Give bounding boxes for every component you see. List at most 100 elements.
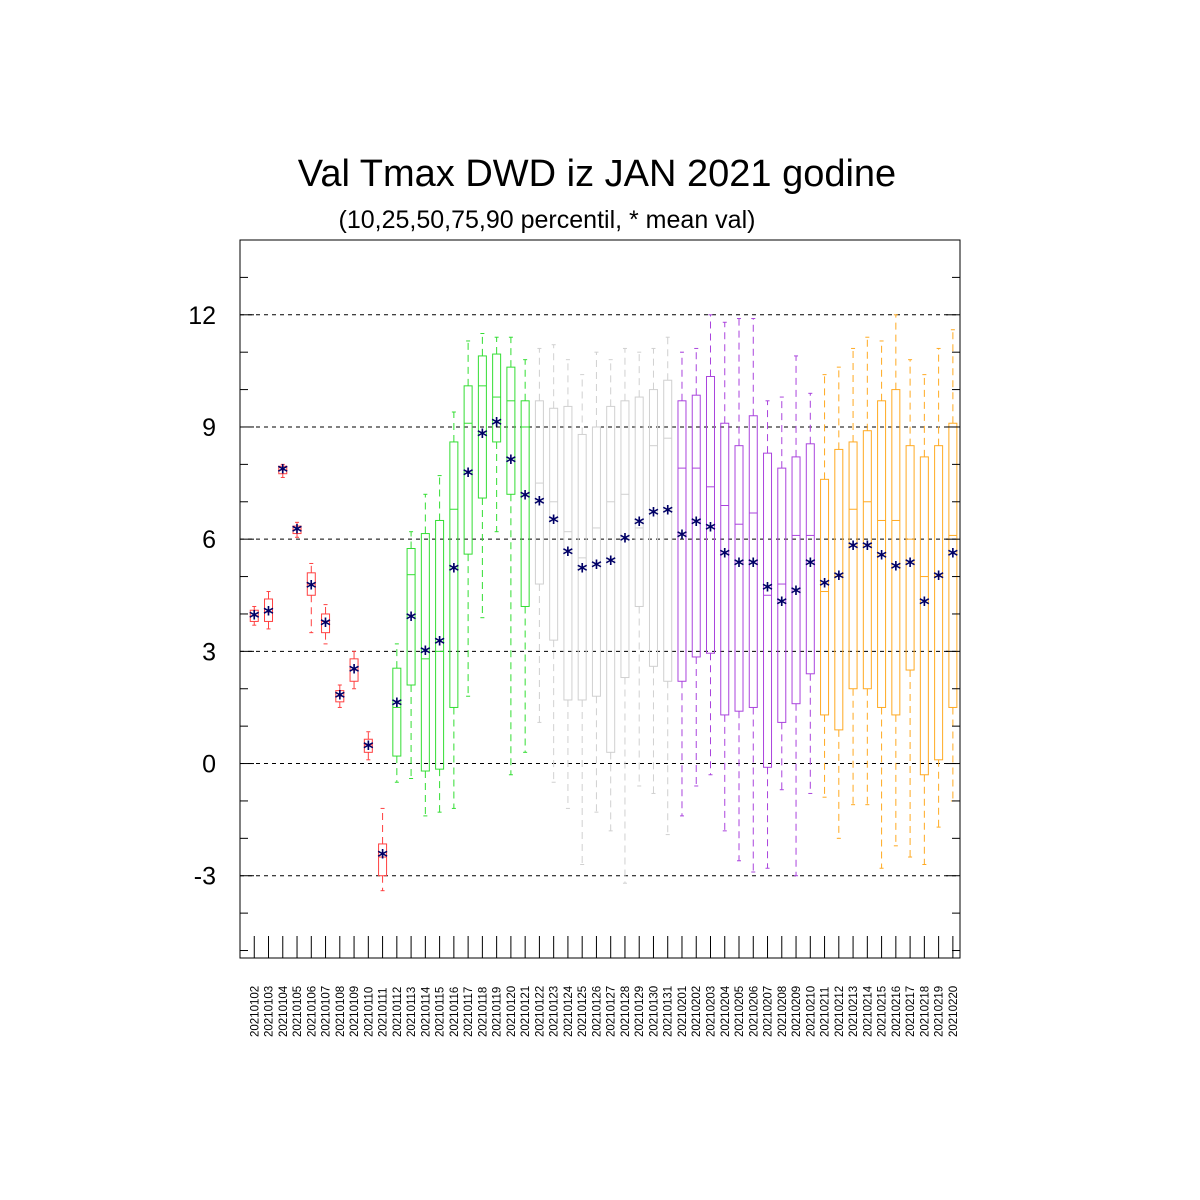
box-20210103: * [263,591,274,630]
mean-marker: * [434,632,445,656]
x-tick-label: 20210121 [520,986,532,1037]
mean-marker: * [263,602,274,626]
x-tick-label: 20210220 [948,986,960,1037]
box-20210118: * [477,332,488,619]
x-tick-label: 20210106 [306,986,318,1037]
x-tick-label: 20210123 [549,986,561,1037]
iqr-box [591,426,601,697]
x-tick-label: 20210118 [477,987,489,1037]
iqr-box [820,478,830,716]
mean-marker: * [320,613,331,637]
mean-marker: * [891,557,902,581]
box-20210204: * [720,321,731,832]
mean-marker: * [948,544,959,568]
mean-marker: * [677,525,688,549]
box-20210111: * [377,807,388,892]
mean-marker: * [491,413,502,437]
box-20210104: * [278,460,289,484]
box-20210105: * [292,520,303,544]
mean-marker: * [905,553,916,577]
box-20210219: * [933,347,944,828]
x-tick-label: 20210216 [891,986,903,1037]
plot-frame [239,239,961,959]
x-tick-label: 20210107 [321,986,333,1037]
box-20210110: * [363,731,374,761]
mean-marker: * [862,537,873,561]
x-tick-label: 20210119 [492,987,504,1037]
iqr-box [948,422,958,708]
chart-subtitle: (10,25,50,75,90 percentil, * mean val) [339,206,756,234]
x-tick-label: 20210217 [905,986,917,1037]
iqr-box [492,353,502,443]
iqr-box [763,452,773,768]
box-20210210: * [805,392,816,794]
mean-marker: * [691,512,702,536]
box-20210119: * [491,336,502,533]
box-20210129: * [634,351,645,787]
mean-marker: * [662,501,673,525]
iqr-box [905,445,915,671]
x-tick-label: 20210218 [919,986,931,1037]
iqr-box [791,456,801,705]
x-tick-label: 20210204 [720,985,732,1037]
x-tick-label: 20210219 [934,986,946,1037]
x-tick-label: 20210112 [392,987,404,1037]
iqr-box [449,441,459,708]
x-tick-label: 20210203 [705,986,717,1037]
y-tick-label: 3 [202,638,216,666]
x-tick-label: 20210207 [763,986,775,1037]
box-20210102: * [249,606,260,630]
box-20210211: * [819,374,830,798]
x-tick-label: 20210215 [877,986,889,1037]
mean-marker: * [734,553,745,577]
mean-marker: * [605,552,616,576]
mean-marker: * [705,518,716,542]
box-20210217: * [905,359,916,858]
x-tick-label: 20210116 [449,987,461,1037]
x-tick-label: 20210205 [734,986,746,1037]
iqr-box [663,379,673,682]
iqr-box [506,366,516,495]
mean-marker: * [720,544,731,568]
box-20210208: * [777,396,788,791]
axes: -3 0 3 6 9 12 20210102 20210103 20210104 20210105… [188,239,960,1037]
iqr-box [321,613,331,634]
iqr-box [934,445,944,761]
box-20210131: * [662,336,673,836]
mean-marker: * [805,553,816,577]
box-20210205: * [734,318,745,862]
box-series: * ************ **** *** **** * *** * *** ** * *** **… [249,314,959,892]
iqr-box [577,433,587,701]
x-tick-label: 20210131 [663,986,675,1037]
mean-marker: * [620,529,631,553]
box-20210123: * [548,344,559,783]
iqr-box [877,400,887,708]
x-tick-label: 20210129 [634,986,646,1037]
box-20210216: * [891,314,902,847]
iqr-box [520,400,530,607]
box-20210215: * [876,340,887,869]
mean-marker: * [777,593,788,617]
x-tick-label: 20210115 [435,987,447,1037]
iqr-box [363,738,373,753]
mean-marker: * [449,559,460,583]
x-tick-label: 20210122 [534,986,546,1037]
iqr-box [648,389,658,667]
mean-marker: * [577,559,588,583]
iqr-box [734,445,744,712]
x-tick-label: 20210103 [264,986,276,1037]
mean-marker: * [463,464,474,488]
x-tick-label: 20210127 [606,986,618,1037]
mean-marker: * [748,553,759,577]
box-20210213: * [848,347,859,806]
iqr-box [777,467,787,723]
x-tick-label: 20210124 [563,985,575,1037]
iqr-box [620,400,630,679]
x-tick-label: 20210130 [648,986,660,1037]
iqr-box [748,415,758,708]
mean-marker: * [563,542,574,566]
box-20210120: * [506,336,517,776]
box-20210201: * [677,351,688,817]
x-tick-label: 20210206 [748,986,760,1037]
